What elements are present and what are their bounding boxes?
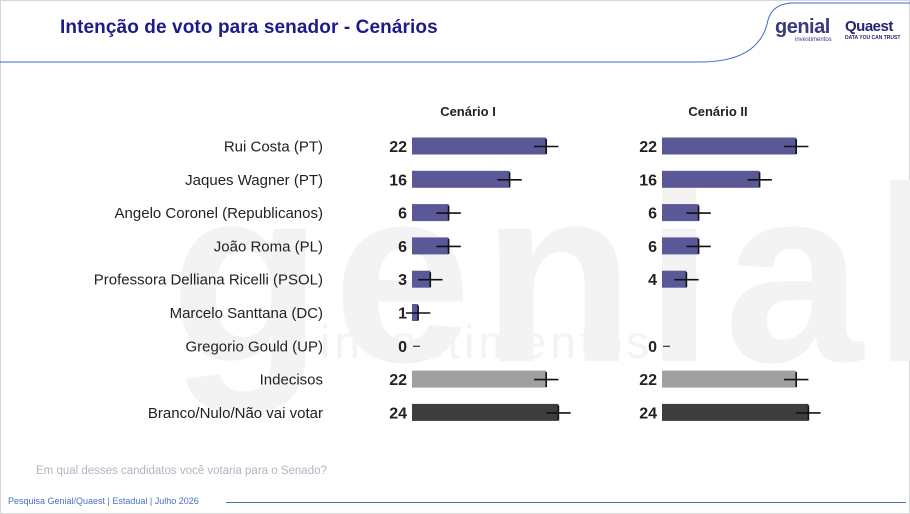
bar [662,237,699,255]
bar [662,204,699,222]
bar [412,170,510,188]
value-label: 6 [648,206,657,223]
value-label: 6 [398,206,407,223]
bar [662,137,797,155]
value-label: 4 [648,272,657,289]
page-title: Intenção de voto para senador - Cenários [60,17,438,38]
bar [412,204,449,222]
watermark-logo-subtitle: investimentos [320,316,654,368]
value-label: 24 [389,405,407,422]
footer-line [226,502,906,503]
value-label: 16 [389,172,407,189]
value-label: 6 [648,239,657,256]
bar [412,137,547,155]
value-label: 16 [639,172,657,189]
candidate-label: Marcelo Santtana (DC) [170,305,323,322]
genial-logo-subtitle: investimentos [795,37,832,43]
bar [662,370,797,388]
candidate-label: Indecisos [260,372,323,389]
value-label: 22 [389,372,407,389]
footer-source: Pesquisa Genial/Quaest | Estadual | Julh… [8,496,199,506]
bar [412,237,449,255]
bar [412,370,547,388]
candidate-label: Rui Costa (PT) [224,139,323,156]
candidate-label: Gregorio Gould (UP) [185,338,323,355]
value-label: 1 [398,306,407,323]
scenario-title: Cenário I [440,104,496,119]
value-label: 22 [639,372,657,389]
candidate-label: João Roma (PL) [214,238,323,255]
quaest-logo: Quaest [845,18,893,35]
candidate-label: Angelo Coronel (Republicanos) [115,205,323,222]
survey-question: Em qual desses candidatos você votaria p… [36,465,327,477]
value-label: 22 [389,139,407,156]
value-label: 0 [648,339,657,356]
candidate-label: Branco/Nulo/Não vai votar [148,405,323,422]
value-label: 22 [639,139,657,156]
bar [662,403,809,421]
bar [662,170,760,188]
scenario-title: Cenário II [688,104,747,119]
value-label: 3 [398,272,407,289]
genial-logo: genial [775,16,830,38]
value-label: 0 [398,339,407,356]
candidate-label: Jaques Wagner (PT) [185,172,323,189]
watermark-logo: genial [170,135,910,414]
header-curve [0,2,910,63]
quaest-logo-tagline: DATA YOU CAN TRUST [845,35,901,41]
value-label: 6 [398,239,407,256]
bar [412,403,559,421]
value-label: 24 [639,405,657,422]
candidate-label: Professora Delliana Ricelli (PSOL) [94,272,323,289]
